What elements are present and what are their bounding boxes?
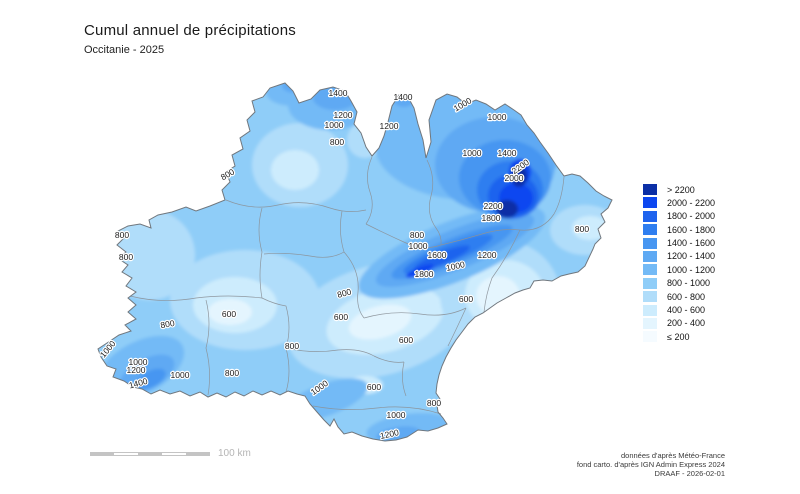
legend-row: 200 - 400: [643, 317, 715, 329]
credit-line: données d'après Météo-France: [621, 451, 725, 460]
legend-row: 2000 - 2200: [643, 197, 716, 209]
legend-label: 2000 - 2200: [667, 197, 716, 208]
scale-bar-segment: [90, 451, 114, 456]
legend-swatch: [643, 184, 657, 195]
contour-label: 600: [399, 335, 413, 345]
legend-swatch: [643, 250, 657, 262]
contour-label: 800: [427, 398, 441, 408]
contour-label: 1000: [488, 112, 507, 122]
legend-label: 1200 - 1400: [667, 251, 716, 262]
page-subtitle: Occitanie - 2025: [84, 44, 165, 56]
region-outline: [97, 82, 613, 442]
legend-row: 800 - 1000: [643, 277, 715, 289]
legend-swatch: [643, 210, 657, 222]
contour-label: 800: [575, 224, 589, 234]
contour-label: 1000: [387, 410, 406, 420]
contour-label: 1000: [409, 241, 428, 251]
legend: > 2200 2000 - 2200 1800 - 2000 1600 - 1800 1…: [643, 184, 716, 343]
contour-label: 800: [115, 230, 129, 240]
contour-label: 1800: [482, 213, 501, 223]
contour-label: 1200: [334, 110, 353, 120]
legend-swatch: [643, 264, 657, 276]
contour-label: 600: [334, 312, 348, 322]
contour-label: 1400: [394, 92, 413, 102]
contour-label: 800: [119, 252, 133, 262]
contour-label: 1200: [127, 365, 146, 375]
contour-label: 600: [222, 309, 236, 319]
scale-bar-segment: [186, 451, 210, 456]
legend-swatch: [643, 197, 657, 209]
legend-label: 200 - 400: [667, 318, 706, 329]
legend-row: 1000 - 1200: [643, 264, 716, 276]
legend-label: 600 - 800: [667, 291, 706, 302]
contour-label: 1800: [415, 269, 434, 279]
legend-label: 1000 - 1200: [667, 264, 716, 275]
legend-swatch: [643, 224, 657, 236]
legend-row: 1400 - 1600: [643, 237, 716, 249]
legend-swatch: [643, 237, 657, 249]
contour-label: 800: [330, 137, 344, 147]
legend-label: 1600 - 1800: [667, 224, 716, 235]
contour-label: 1400: [329, 88, 348, 98]
credits: données d'après Météo-France fond carto. …: [577, 451, 725, 478]
legend-label: > 2200: [667, 184, 695, 195]
contour-label: 800: [225, 368, 239, 378]
scale-bar: 100 km: [90, 448, 251, 459]
contour-label: 800: [160, 318, 176, 330]
page-title: Cumul annuel de précipitations: [84, 22, 296, 39]
legend-row: 1800 - 2000: [643, 210, 716, 222]
scale-bar-segment: [114, 451, 138, 456]
legend-row: ≤ 200: [643, 331, 715, 343]
legend-swatch: [643, 331, 657, 343]
contour-label: 1200: [380, 121, 399, 131]
scale-bar-segment: [138, 451, 162, 456]
contour-label: 2200: [484, 201, 503, 211]
legend-label: 1800 - 2000: [667, 211, 716, 222]
scale-bar-label: 100 km: [218, 448, 251, 459]
legend-label: 400 - 600: [667, 305, 706, 316]
department-borders: [129, 156, 565, 415]
contour-label: 800: [285, 341, 299, 351]
legend-row: 1200 - 1400: [643, 250, 716, 262]
legend-swatch: [643, 304, 657, 316]
credit-line: DRAAF - 2026-02-01: [654, 469, 725, 479]
precipitation-bands: [98, 83, 612, 441]
contour-label: 600: [459, 294, 473, 304]
legend-row: 600 - 800: [643, 291, 715, 303]
header: Cumul annuel de précipitations Occitanie…: [84, 22, 296, 56]
contour-label: 1000: [325, 120, 344, 130]
contour-label: 1600: [428, 250, 447, 260]
contour-label: 1400: [498, 148, 517, 158]
contour-label: 1000: [463, 148, 482, 158]
scale-bar-segment: [162, 451, 186, 456]
legend-label: 800 - 1000: [667, 278, 711, 289]
contour-label: 1000: [129, 357, 148, 367]
contour-label: 800: [410, 230, 424, 240]
legend-row: 400 - 600: [643, 304, 715, 316]
legend-swatch: [643, 277, 657, 289]
contour-label: 1200: [478, 250, 497, 260]
legend-row: > 2200: [643, 184, 715, 195]
contour-label: 2000: [505, 173, 524, 183]
credit-line: fond carto. d'après IGN Admin Express 20…: [576, 460, 725, 470]
legend-row: 1600 - 1800: [643, 224, 716, 236]
legend-label: 1400 - 1600: [667, 238, 716, 249]
contour-label: 600: [367, 382, 381, 392]
legend-swatch: [643, 317, 657, 329]
legend-swatch: [643, 291, 657, 303]
legend-label: ≤ 200: [667, 331, 690, 342]
contour-label: 1000: [171, 370, 190, 380]
